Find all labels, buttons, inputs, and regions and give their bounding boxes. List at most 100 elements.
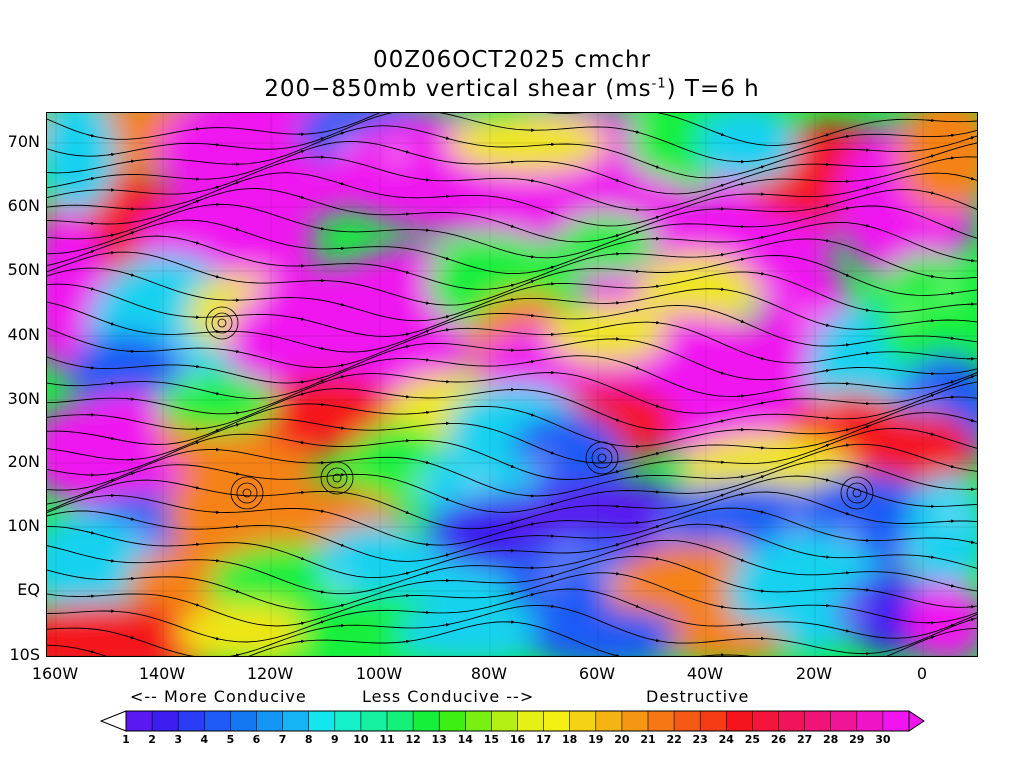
lat-label: 30N — [7, 389, 40, 408]
colorbar-level: 28 — [823, 733, 839, 746]
streamline-arrow — [86, 490, 95, 495]
color-segment — [621, 711, 649, 731]
shear-blob — [907, 583, 977, 656]
streamline-arrow — [966, 540, 975, 544]
vortex-ring — [332, 473, 342, 483]
streamline-arrow — [946, 291, 955, 296]
low-shear-speck — [591, 564, 603, 572]
streamline-arrow — [211, 185, 220, 190]
streamline-arrow — [231, 349, 240, 354]
streamline-arrow — [441, 623, 450, 627]
color-segment — [752, 711, 779, 731]
streamline-arrow — [756, 235, 765, 240]
streamline-arrow — [526, 359, 535, 364]
streamline-arrow — [736, 257, 745, 262]
streamline-arrow — [716, 493, 725, 498]
colorbar-level: 9 — [330, 733, 339, 746]
vortex-ring — [205, 306, 239, 340]
streamline — [47, 219, 977, 275]
streamline-arrow — [651, 164, 660, 169]
streamline-arrow — [946, 584, 955, 588]
streamline-arrow — [611, 653, 620, 656]
streamline-arrow — [126, 472, 135, 476]
streamline-arrow — [631, 542, 640, 547]
streamline-arrow — [421, 178, 430, 182]
streamline-arrow — [401, 571, 410, 576]
colorbar-level: 25 — [744, 733, 761, 746]
shear-blob — [177, 603, 317, 656]
title-prefix: 200−850mb vertical shear (ms — [264, 76, 652, 102]
streamline-arrow — [651, 556, 660, 561]
streamline — [47, 556, 977, 611]
streamline-arrow — [841, 272, 850, 277]
lon-label: 40W — [686, 664, 724, 683]
shear-blob — [397, 603, 557, 656]
shear-blob — [257, 373, 397, 453]
streamline — [47, 372, 977, 415]
vortex-ring — [591, 447, 613, 469]
streamline — [47, 604, 977, 656]
colorbar-level: 16 — [509, 733, 526, 746]
streamline-arrow — [231, 653, 240, 656]
streamline-arrow — [966, 136, 975, 140]
map-title-line2: 200−850mb vertical shear (ms-1) T=6 h — [0, 76, 1024, 102]
low-shear-speck — [901, 309, 913, 317]
streamline-arrow — [86, 366, 95, 370]
streamline-arrow — [926, 191, 935, 195]
over-triangle — [908, 710, 925, 732]
low-shear-speck — [411, 479, 423, 487]
streamline-arrow — [401, 332, 410, 337]
streamline-arrow — [631, 603, 640, 608]
shear-blob — [47, 513, 147, 613]
streamline-arrow — [756, 165, 765, 169]
streamline — [47, 125, 977, 179]
lat-label: EQ — [17, 580, 40, 599]
streamline-arrow — [296, 149, 305, 154]
streamline-arrow — [821, 323, 830, 327]
streamline-arrow — [506, 463, 515, 468]
streamline-arrow — [861, 464, 870, 468]
streamline-arrow — [716, 183, 725, 188]
colorbar-level: 19 — [588, 733, 604, 746]
lat-label: 10S — [9, 645, 40, 664]
streamline — [47, 396, 977, 447]
streamline-arrow — [421, 329, 430, 334]
streamline-arrow — [506, 520, 515, 525]
streamline — [47, 588, 977, 643]
streamline-arrow — [716, 419, 725, 423]
streamline-arrow — [401, 510, 410, 514]
streamline-arrow — [611, 543, 620, 547]
streamline-arrow — [231, 524, 240, 529]
streamline-arrow — [546, 282, 555, 286]
legend-destructive: Destructive — [646, 687, 750, 706]
streamline-arrow — [821, 478, 830, 482]
streamline-arrow — [631, 230, 640, 235]
colorbar-level: 12 — [405, 733, 421, 746]
streamline-arrow — [106, 233, 115, 237]
streamline-arrow — [401, 394, 410, 399]
color-segment — [517, 711, 545, 731]
color-segment — [152, 711, 179, 731]
color-scale-bar — [100, 710, 925, 732]
low-shear-speck — [801, 314, 813, 322]
low-shear-speck — [661, 529, 673, 537]
streamline-arrow — [736, 475, 745, 479]
streamline-arrow — [716, 132, 725, 137]
streamline-arrow — [231, 589, 240, 593]
streamline-arrow — [716, 253, 725, 257]
shear-field-plot — [47, 113, 977, 656]
streamline — [47, 321, 977, 369]
color-segment — [856, 711, 884, 731]
streamline-arrow — [316, 137, 325, 141]
streamline — [47, 301, 977, 353]
streamline-arrow — [336, 131, 345, 136]
streamline-arrow — [106, 381, 115, 386]
shear-blob — [877, 413, 977, 493]
streamline-arrow — [506, 297, 515, 302]
streamline-arrow — [86, 133, 95, 138]
color-segment — [491, 711, 518, 731]
streamline-arrow — [841, 443, 850, 448]
color-segment — [648, 711, 675, 731]
streamline-arrow — [861, 425, 870, 430]
streamline-arrow — [756, 475, 765, 480]
